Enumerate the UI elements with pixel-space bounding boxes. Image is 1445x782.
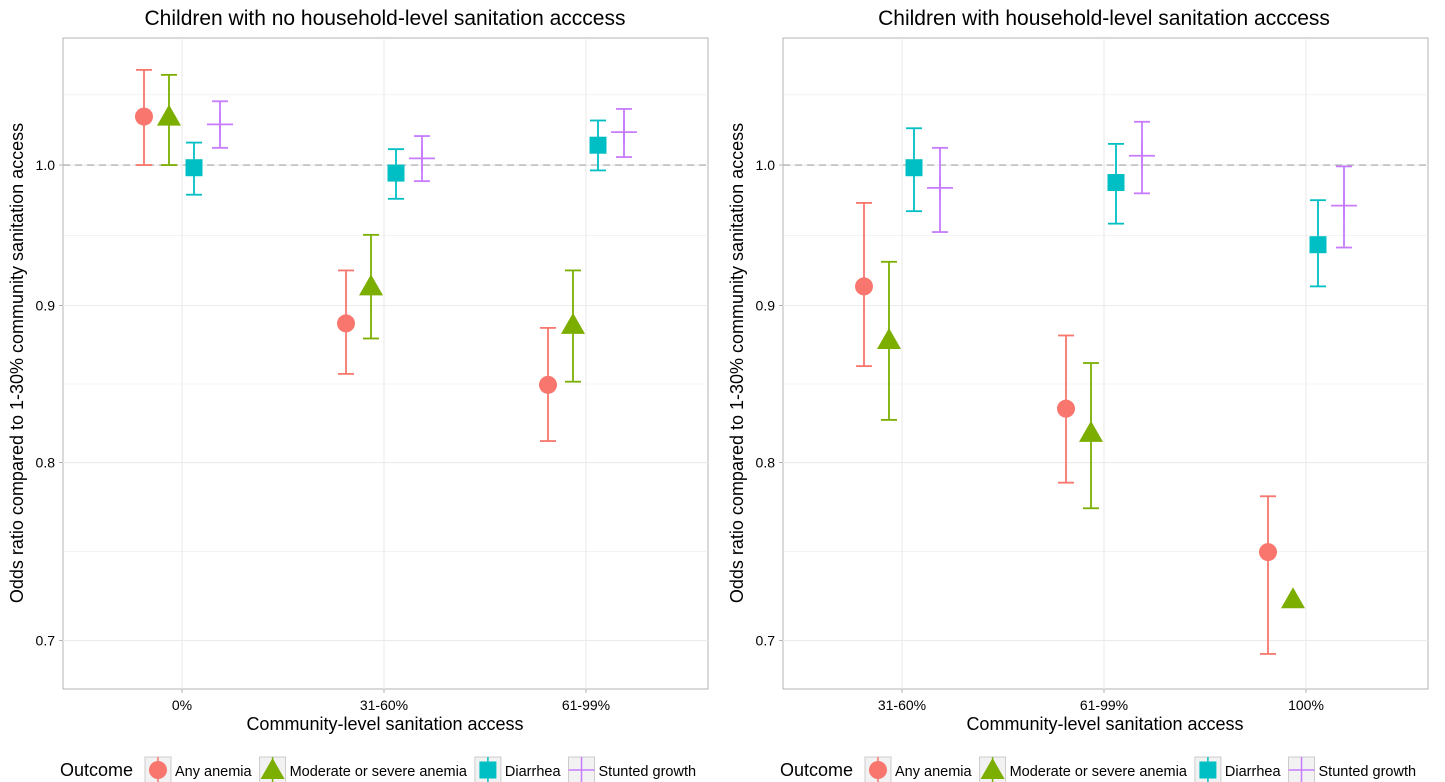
y-tick-label: 0.7	[756, 633, 776, 649]
point-diarrhea	[387, 164, 405, 182]
panel-left-plot-area	[62, 37, 709, 690]
x-tick-label: 100%	[1288, 697, 1324, 713]
x-tick-label: 61-99%	[1080, 697, 1128, 713]
legend-title: Outcome	[60, 760, 133, 780]
panel-right-marks	[855, 120, 1357, 655]
legend-label: Moderate or severe anemia	[1010, 764, 1188, 780]
y-tick-label: 0.9	[756, 298, 776, 314]
x-tick-label: 0%	[172, 697, 192, 713]
legend-key-triangle-icon	[260, 758, 285, 779]
y-tick-label: 0.8	[36, 455, 56, 471]
point-any-anemia	[855, 277, 873, 296]
legend-key-circle-icon	[869, 761, 887, 779]
point-any-anemia	[135, 107, 153, 126]
error-bar	[1260, 495, 1276, 655]
point-moderate-severe-anemia	[877, 328, 901, 350]
legend-key-circle-icon	[149, 761, 167, 779]
legend-title: Outcome	[780, 760, 853, 780]
panel-left: Children with no household-level sanitat…	[7, 7, 709, 734]
panel-right-grid	[783, 38, 1428, 689]
legend-left: Outcome Any anemia Moderate or severe anem…	[60, 756, 697, 782]
panel-left-title: Children with no household-level sanitat…	[145, 7, 626, 30]
legend-label: Any anemia	[175, 764, 253, 780]
point-any-anemia	[1259, 543, 1277, 562]
point-diarrhea	[1309, 236, 1327, 254]
point-stunted-growth	[611, 119, 637, 146]
point-stunted-growth	[1331, 192, 1357, 219]
point-stunted-growth	[1129, 142, 1155, 169]
point-any-anemia	[337, 314, 355, 333]
panel-right-yticks: 0.7 0.8 0.9 1.0	[756, 157, 783, 649]
legend-label: Any anemia	[895, 764, 973, 780]
point-stunted-growth	[409, 145, 435, 172]
panel-left-xticks: 0% 31-60% 61-99%	[172, 689, 610, 713]
y-tick-label: 0.9	[36, 298, 56, 314]
panel-left-ylabel: Odds ratio compared to 1-30% community s…	[7, 123, 27, 603]
legend-key-square-icon	[479, 761, 497, 779]
point-stunted-growth	[207, 111, 233, 138]
point-moderate-severe-anemia	[359, 274, 383, 296]
panel-right-xlabel: Community-level sanitation access	[966, 714, 1243, 734]
panel-right-plot-area	[782, 37, 1429, 690]
point-diarrhea	[1107, 173, 1125, 191]
panel-right-xticks: 31-60% 61-99% 100%	[878, 689, 1324, 713]
x-tick-label: 61-99%	[562, 697, 610, 713]
point-any-anemia	[539, 375, 557, 394]
panel-left-grid	[63, 38, 708, 689]
point-any-anemia	[1057, 399, 1075, 418]
panel-right-ylabel: Odds ratio compared to 1-30% community s…	[727, 123, 747, 603]
x-tick-label: 31-60%	[360, 697, 408, 713]
y-tick-label: 1.0	[36, 157, 56, 173]
point-moderate-severe-anemia	[561, 312, 585, 334]
point-diarrhea	[185, 159, 203, 177]
panel-left-yticks: 0.7 0.8 0.9 1.0	[36, 157, 63, 649]
x-tick-label: 31-60%	[878, 697, 926, 713]
panel-left-marks	[135, 68, 637, 442]
legend-right: Outcome Any anemia Moderate or severe anem…	[780, 756, 1417, 782]
y-tick-label: 0.7	[36, 633, 56, 649]
y-tick-label: 0.8	[756, 455, 776, 471]
panel-right-title: Children with household-level sanitation…	[878, 7, 1330, 30]
legend-label: Diarrhea	[505, 764, 562, 780]
panel-left-xlabel: Community-level sanitation access	[246, 714, 523, 734]
legend-label: Stunted growth	[1319, 764, 1417, 780]
legend-label: Stunted growth	[599, 764, 697, 780]
panel-right: Children with household-level sanitation…	[727, 7, 1429, 734]
legend-key-square-icon	[1199, 761, 1217, 779]
legend-label: Diarrhea	[1225, 764, 1282, 780]
point-diarrhea	[589, 136, 607, 154]
legend-label: Moderate or severe anemia	[290, 764, 468, 780]
point-diarrhea	[905, 159, 923, 177]
point-moderate-severe-anemia	[1281, 587, 1305, 609]
legend-key-triangle-icon	[980, 758, 1005, 779]
point-moderate-severe-anemia	[157, 104, 181, 126]
point-moderate-severe-anemia	[1079, 420, 1103, 442]
y-tick-label: 1.0	[756, 157, 776, 173]
point-stunted-growth	[927, 174, 953, 201]
